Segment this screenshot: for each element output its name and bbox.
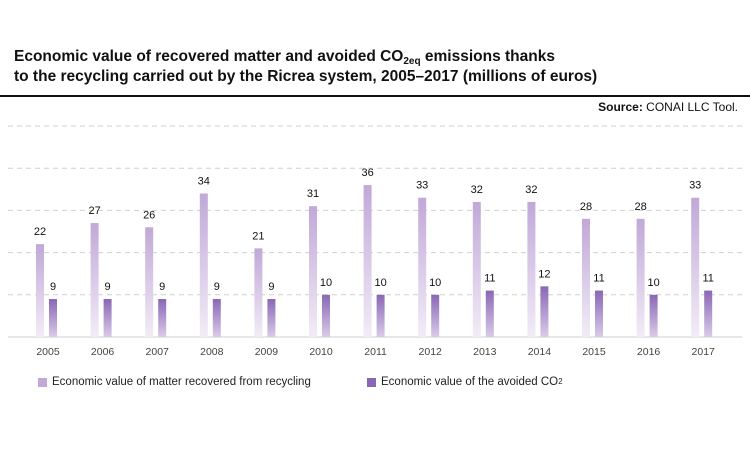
value-labels: 22 9 27 9 26 9 34 9 21 9 31 10 36 10 33 10 32 11 32 12 28 11 2… xyxy=(34,167,714,293)
legend-item-recovered: Economic value of matter recovered from … xyxy=(38,376,311,388)
bar-recovered-2012 xyxy=(418,197,427,337)
label-avoided-co2-2014: 12 xyxy=(538,268,550,280)
label-avoided-co2-2006: 9 xyxy=(105,281,111,293)
label-avoided-co2-2013: 11 xyxy=(484,273,495,285)
label-recovered-2011: 36 xyxy=(361,167,373,179)
tick-label-2005: 2005 xyxy=(36,346,60,358)
label-recovered-2006: 27 xyxy=(88,205,100,217)
bar-recovered-2008 xyxy=(199,193,208,337)
bar-avoided-co2-2008 xyxy=(212,299,221,337)
label-avoided-co2-2011: 10 xyxy=(374,277,386,289)
title-part2: emissions thanks xyxy=(420,48,555,65)
source-note: Source: CONAI LLC Tool. xyxy=(598,100,738,114)
label-avoided-co2-2005: 9 xyxy=(50,281,56,293)
source-label: Source: xyxy=(598,100,643,114)
label-avoided-co2-2009: 9 xyxy=(268,281,274,293)
bar-recovered-2014 xyxy=(527,201,536,337)
bar-avoided-co2-2012 xyxy=(431,294,440,337)
label-recovered-2012: 33 xyxy=(416,180,428,192)
x-axis: 2005 2006 2007 2008 2009 2010 2011 2012 2013 2014… xyxy=(36,346,715,358)
bar-avoided-co2-2006 xyxy=(103,299,112,337)
bar-recovered-2011 xyxy=(363,185,372,337)
bar-avoided-co2-2017 xyxy=(704,290,713,337)
legend-label-recovered: Economic value of matter recovered from … xyxy=(52,376,311,388)
label-avoided-co2-2007: 9 xyxy=(159,281,165,293)
legend-item-avoided-co2: Economic value of the avoided CO 2 xyxy=(367,376,563,388)
tick-label-2013: 2013 xyxy=(473,346,497,358)
gridlines xyxy=(8,125,742,338)
bar-recovered-2009 xyxy=(254,248,263,337)
legend-label-avoided-co2: Economic value of the avoided CO xyxy=(381,376,559,388)
label-recovered-2014: 32 xyxy=(525,184,537,196)
label-recovered-2017: 33 xyxy=(689,180,701,192)
legend-swatch-avoided-co2 xyxy=(367,377,376,387)
label-recovered-2013: 32 xyxy=(471,184,483,196)
bar-avoided-co2-2013 xyxy=(485,290,494,337)
label-recovered-2007: 26 xyxy=(143,209,155,221)
title-line2: to the recycling carried out by the Ricr… xyxy=(14,68,598,85)
tick-label-2010: 2010 xyxy=(309,346,333,358)
label-avoided-co2-2012: 10 xyxy=(429,277,441,289)
bar-recovered-2007 xyxy=(145,227,154,337)
tick-label-2014: 2014 xyxy=(528,346,552,358)
bar-recovered-2017 xyxy=(691,197,700,337)
legend-swatch-recovered xyxy=(38,377,47,387)
bar-avoided-co2-2010 xyxy=(322,294,330,337)
label-recovered-2010: 31 xyxy=(307,188,319,200)
tick-label-2008: 2008 xyxy=(200,346,224,358)
tick-label-2012: 2012 xyxy=(419,346,443,358)
bar-avoided-co2-2016 xyxy=(649,294,658,337)
bar-recovered-2006 xyxy=(90,223,99,337)
tick-label-2016: 2016 xyxy=(637,346,661,358)
label-avoided-co2-2008: 9 xyxy=(214,281,220,293)
bar-avoided-co2-2007 xyxy=(158,299,167,337)
bar-recovered-2013 xyxy=(472,201,481,337)
label-avoided-co2-2017: 11 xyxy=(702,273,713,285)
label-recovered-2016: 28 xyxy=(634,201,646,213)
tick-label-2006: 2006 xyxy=(91,346,115,358)
bar-avoided-co2-2015 xyxy=(595,290,603,337)
label-recovered-2009: 21 xyxy=(252,230,264,242)
bar-avoided-co2-2005 xyxy=(49,299,57,337)
label-avoided-co2-2015: 11 xyxy=(593,273,604,285)
tick-label-2015: 2015 xyxy=(582,346,606,358)
bars xyxy=(36,185,713,337)
bar-recovered-2016 xyxy=(636,218,645,337)
source-text: CONAI LLC Tool. xyxy=(646,100,738,114)
title-part1: Economic value of recovered matter and a… xyxy=(14,48,404,65)
tick-label-2017: 2017 xyxy=(692,346,716,358)
chart-title: Economic value of recovered matter and a… xyxy=(14,47,734,87)
tick-label-2007: 2007 xyxy=(146,346,170,358)
tick-label-2011: 2011 xyxy=(364,346,387,358)
bar-recovered-2005 xyxy=(36,244,44,337)
title-rule xyxy=(0,95,750,97)
tick-label-2009: 2009 xyxy=(255,346,279,358)
bar-avoided-co2-2009 xyxy=(267,299,276,337)
label-recovered-2005: 22 xyxy=(34,226,46,238)
bar-recovered-2010 xyxy=(309,206,317,337)
label-recovered-2008: 34 xyxy=(198,176,210,188)
label-avoided-co2-2010: 10 xyxy=(320,277,332,289)
title-subscript: 2eq xyxy=(403,56,421,67)
bar-recovered-2015 xyxy=(582,218,590,337)
label-avoided-co2-2016: 10 xyxy=(647,277,659,289)
bar-avoided-co2-2014 xyxy=(540,286,549,337)
label-recovered-2015: 28 xyxy=(580,201,592,213)
bar-avoided-co2-2011 xyxy=(376,294,385,337)
